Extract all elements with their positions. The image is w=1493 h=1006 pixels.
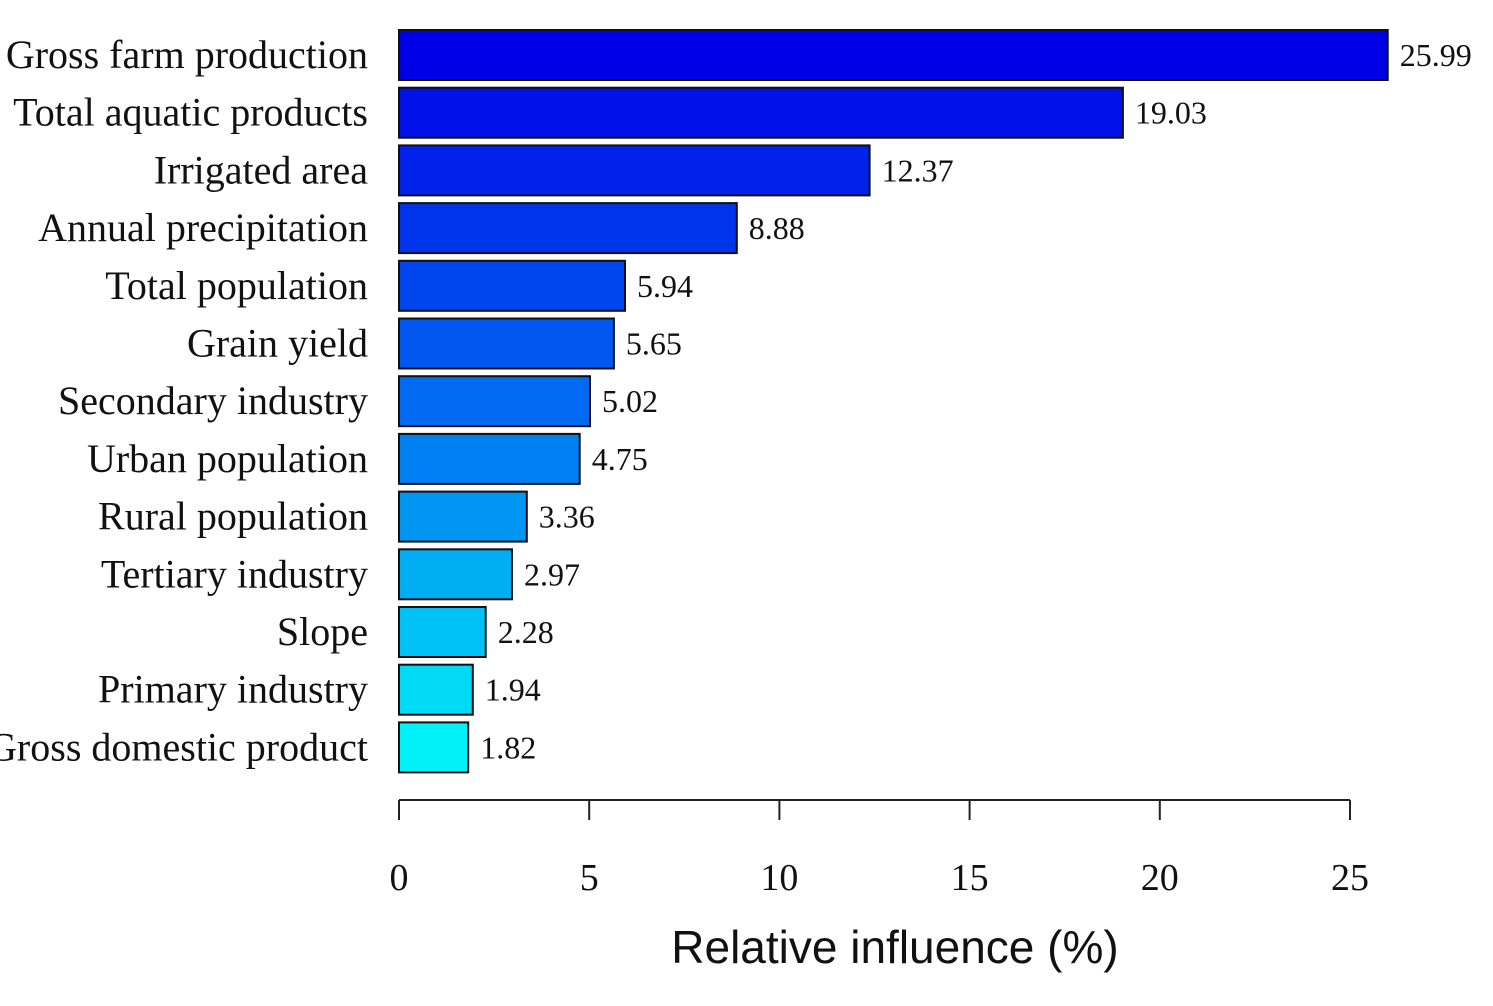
category-label-4: Total population: [105, 263, 368, 308]
x-tick-label-4: 20: [1141, 857, 1179, 899]
x-axis: 0 5 10 15 20 25: [390, 799, 1369, 899]
x-axis-title: Relative influence (%): [671, 921, 1118, 973]
category-label-6: Secondary industry: [58, 378, 368, 423]
bar-1: [398, 86, 1124, 139]
bar-10: [398, 606, 487, 658]
value-label-12: 1.82: [480, 729, 536, 765]
value-label-3: 8.88: [749, 210, 805, 246]
value-label-10: 2.28: [498, 614, 554, 650]
value-label-0: 25.99: [1400, 37, 1472, 73]
x-tick-label-5: 25: [1331, 857, 1369, 899]
bars-layer: [398, 29, 1389, 774]
value-label-6: 5.02: [602, 383, 658, 419]
value-label-11: 1.94: [485, 672, 541, 708]
value-label-8: 3.36: [539, 499, 595, 535]
x-tick-label-0: 0: [390, 857, 409, 899]
category-label-1: Total aquatic products: [13, 90, 368, 135]
value-labels: 25.99 19.03 12.37 8.88 5.94 5.65 5.02 4.75 3.36 2…: [480, 37, 1471, 765]
bar-5: [398, 317, 615, 370]
category-label-5: Grain yield: [187, 321, 368, 366]
category-labels: Gross farm production Total aquatic produ…: [0, 32, 368, 769]
category-label-7: Urban population: [87, 436, 368, 481]
bar-11: [398, 663, 474, 716]
value-label-1: 19.03: [1135, 95, 1207, 131]
x-tick-label-2: 10: [760, 857, 798, 899]
bar-6: [398, 375, 591, 428]
bar-12: [398, 721, 470, 774]
value-label-2: 12.37: [882, 152, 954, 188]
category-label-12: Gross domestic product: [0, 724, 368, 769]
x-tick-label-1: 5: [580, 857, 599, 899]
category-label-3: Annual precipitation: [38, 205, 368, 250]
value-label-4: 5.94: [637, 268, 693, 304]
category-label-11: Primary industry: [98, 667, 368, 712]
bar-2: [398, 144, 871, 197]
category-label-0: Gross farm production: [6, 32, 368, 77]
category-label-2: Irrigated area: [154, 147, 369, 192]
value-label-7: 4.75: [592, 441, 648, 477]
bar-3: [398, 202, 738, 255]
category-label-9: Tertiary industry: [101, 551, 368, 596]
x-tick-label-3: 15: [951, 857, 989, 899]
bar-9: [398, 548, 513, 601]
bar-0: [398, 29, 1389, 81]
value-label-9: 2.97: [524, 556, 580, 592]
bar-4: [398, 259, 626, 312]
category-label-10: Slope: [277, 609, 368, 654]
category-label-8: Rural population: [98, 494, 368, 539]
bar-7: [398, 432, 581, 485]
bar-8: [398, 490, 528, 543]
value-label-5: 5.65: [626, 326, 682, 362]
